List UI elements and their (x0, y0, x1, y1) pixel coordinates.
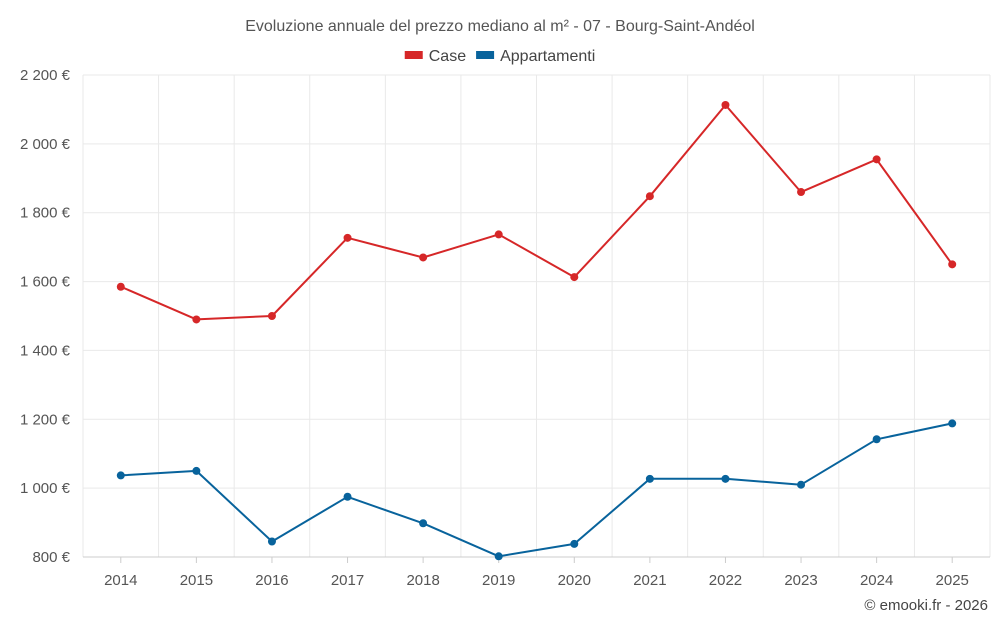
data-point-appartamenti (721, 474, 730, 483)
data-point-case (419, 253, 428, 262)
data-point-appartamenti (267, 537, 276, 546)
x-tick-label: 2015 (180, 572, 213, 589)
series-layer (116, 100, 957, 561)
data-point-appartamenti (116, 471, 125, 480)
data-point-appartamenti (797, 480, 806, 489)
x-tick-label: 2020 (558, 572, 591, 589)
y-tick-label: 1 400 € (20, 342, 71, 359)
data-point-case (192, 315, 201, 324)
y-tick-label: 1 600 € (20, 274, 71, 291)
data-point-appartamenti (494, 552, 503, 561)
legend-label: Appartamenti (500, 48, 595, 65)
x-tick-label: 2024 (860, 572, 893, 589)
grid (82, 74, 991, 557)
legend-swatch (476, 51, 495, 59)
data-point-case (343, 233, 352, 242)
x-tick-label: 2018 (406, 572, 439, 589)
data-point-appartamenti (192, 466, 201, 475)
data-point-case (645, 192, 654, 201)
axes: 800 € 1 000 € 1 200 € 1 400 € 1 600 € 1 800 €… (20, 67, 990, 589)
data-point-appartamenti (948, 419, 957, 428)
credit-text: © emooki.fr - 2026 (864, 597, 988, 614)
x-tick-label: 2023 (784, 572, 817, 589)
data-point-appartamenti (419, 519, 428, 528)
data-point-appartamenti (645, 474, 654, 483)
y-tick-label: 1 800 € (20, 205, 71, 222)
data-point-appartamenti (872, 435, 881, 444)
x-tick-label: 2025 (936, 572, 969, 589)
y-tick-label: 2 200 € (20, 67, 71, 84)
legend-label: Case (429, 48, 466, 65)
data-point-case (116, 282, 125, 291)
data-point-case (267, 312, 276, 320)
chart-title: Evoluzione annuale del prezzo mediano al… (245, 18, 755, 35)
data-point-appartamenti (343, 492, 352, 501)
x-tick-label: 2022 (709, 572, 742, 589)
data-point-appartamenti (570, 539, 579, 548)
data-point-case (721, 100, 730, 109)
data-point-case (948, 260, 957, 269)
data-point-case (494, 230, 503, 239)
series-line-appartamenti (120, 422, 953, 558)
x-tick-label: 2019 (482, 572, 515, 589)
x-tick-label: 2017 (331, 572, 364, 589)
y-tick-label: 1 200 € (20, 411, 71, 428)
y-tick-label: 1 000 € (20, 480, 71, 497)
data-point-case (872, 155, 881, 164)
legend: Case Appartamenti (404, 48, 595, 65)
y-tick-label: 800 € (32, 549, 70, 566)
series-line-case (120, 104, 954, 321)
y-tick-label: 2 000 € (20, 136, 71, 153)
x-tick-label: 2014 (104, 572, 137, 589)
legend-swatch (404, 51, 423, 59)
x-tick-label: 2016 (255, 572, 288, 589)
x-tick-label: 2021 (633, 572, 666, 589)
data-point-case (570, 273, 579, 282)
data-point-case (797, 188, 806, 197)
